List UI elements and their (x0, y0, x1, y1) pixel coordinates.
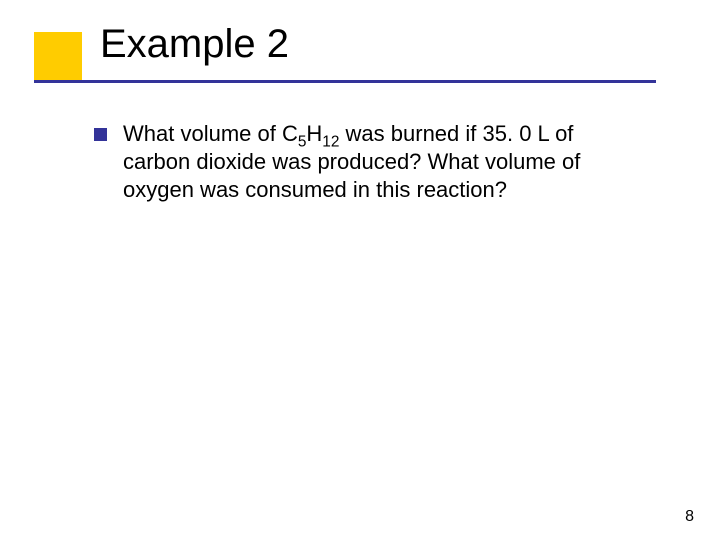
bullet-text-part1: What volume of C (123, 121, 298, 146)
title-accent-square (34, 32, 82, 80)
page-number: 8 (685, 508, 694, 526)
formula-mid: H (306, 121, 322, 146)
bullet-item: What volume of C5H12 was burned if 35. 0… (94, 120, 634, 204)
square-bullet-icon (94, 128, 107, 141)
slide-title: Example 2 (100, 22, 289, 67)
title-underline-rule (34, 80, 656, 83)
formula-sub-2: 12 (322, 133, 339, 150)
bullet-text: What volume of C5H12 was burned if 35. 0… (123, 120, 634, 204)
